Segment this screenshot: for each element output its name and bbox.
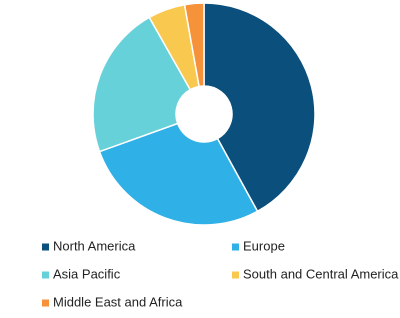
donut-slice — [183, 2, 205, 88]
legend-label: Europe — [243, 238, 285, 253]
donut-slice — [98, 122, 259, 226]
legend-swatch — [232, 243, 239, 251]
legend-swatch — [232, 271, 239, 279]
legend-swatch — [42, 243, 49, 251]
legend-label: Middle East and Africa — [53, 294, 183, 309]
legend-swatch — [42, 271, 49, 279]
legend-swatch — [42, 299, 49, 307]
legend-label: North America — [53, 238, 136, 253]
legend-label: Asia Pacific — [53, 266, 121, 281]
legend-label: South and Central America — [243, 266, 399, 281]
donut-slice — [92, 16, 192, 153]
donut-slice — [203, 2, 316, 213]
